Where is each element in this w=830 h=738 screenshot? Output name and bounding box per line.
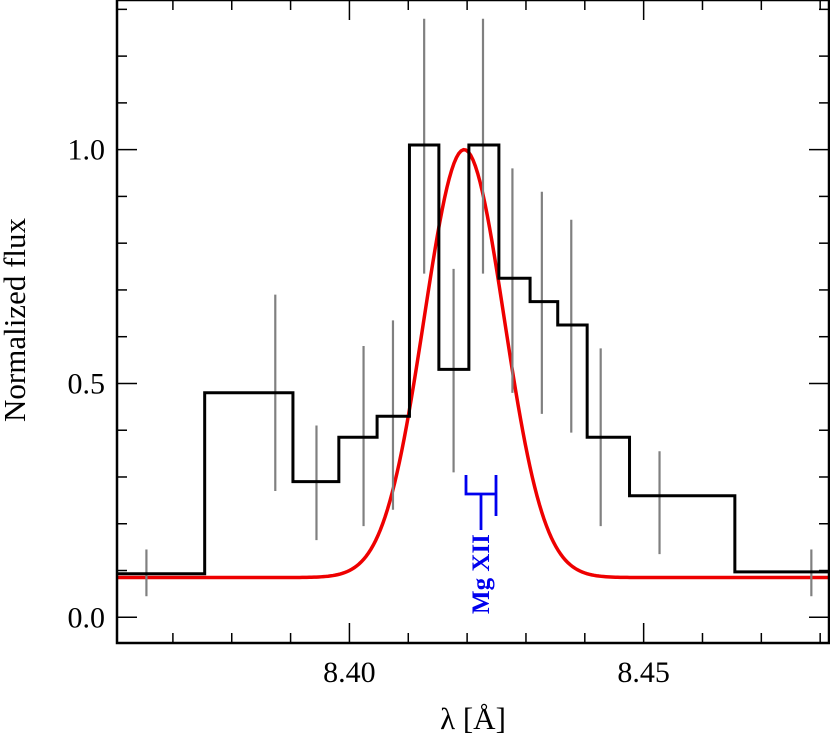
line-label-mg-xii: Mg XII [468, 534, 495, 614]
line-marker-bracket [464, 475, 498, 516]
x-tick-label: 8.40 [323, 656, 376, 689]
y-tick-label: 0.0 [68, 601, 106, 634]
y-tick-label: 1.0 [68, 134, 106, 167]
y-axis-title: Normalized flux [0, 217, 32, 422]
model-curve [117, 147, 829, 580]
y-tick-label: 0.5 [68, 367, 106, 400]
histogram-outline [117, 143, 829, 576]
x-axis-title: λ [Å] [440, 701, 506, 736]
plot-frame [115, 0, 830, 645]
x-tick-label: 8.45 [617, 656, 670, 689]
